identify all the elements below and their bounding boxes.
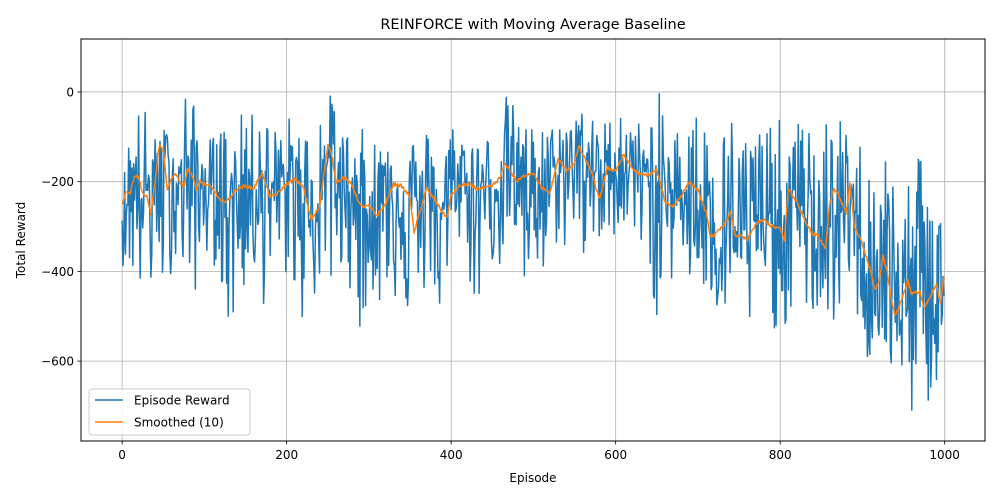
x-tick-label: 1000: [929, 448, 960, 462]
ticks: 0 200 400 600 800 1000 0 −200 −400 −600: [41, 85, 960, 462]
x-tick-label: 400: [440, 448, 463, 462]
legend: Episode Reward Smoothed (10): [88, 388, 251, 436]
y-tick-label: −200: [41, 175, 74, 189]
x-tick-label: 600: [604, 448, 627, 462]
y-tick-label: −400: [41, 265, 74, 279]
legend-label-episode-reward: Episode Reward: [134, 394, 230, 408]
legend-label-smoothed: Smoothed (10): [134, 416, 224, 430]
x-tick-label: 200: [275, 448, 298, 462]
plot-frame: [80, 38, 986, 442]
x-axis-label: Episode: [509, 471, 556, 485]
y-tick-label: 0: [66, 85, 74, 99]
y-axis-label: Total Reward: [14, 202, 28, 280]
legend-box: [88, 388, 251, 436]
series-smoothed: [121, 144, 945, 316]
series-episode-reward: [121, 92, 945, 411]
chart-title: REINFORCE with Moving Average Baseline: [380, 17, 685, 33]
y-tick-label: −600: [41, 355, 74, 369]
x-tick-label: 800: [769, 448, 792, 462]
series-layer: [121, 92, 945, 411]
x-tick-label: 0: [118, 448, 126, 462]
